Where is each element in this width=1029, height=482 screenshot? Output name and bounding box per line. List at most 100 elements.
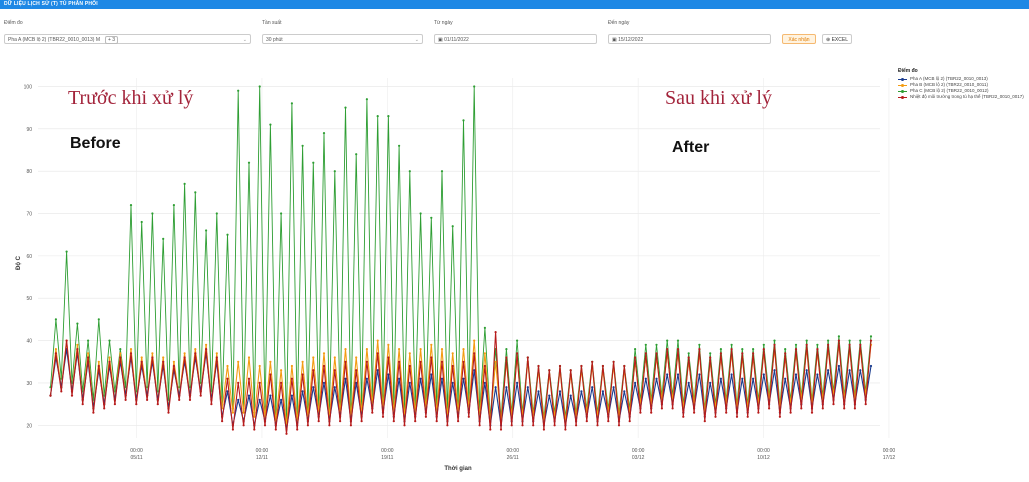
data-point xyxy=(676,348,680,351)
data-point xyxy=(719,352,723,355)
data-point xyxy=(247,161,251,164)
data-point xyxy=(510,424,513,427)
data-point xyxy=(301,390,304,393)
data-point xyxy=(832,403,835,406)
data-point xyxy=(333,356,336,359)
data-point xyxy=(451,381,454,384)
data-point xyxy=(558,390,562,393)
data-point xyxy=(365,348,368,351)
y-axis-label: Độ C xyxy=(16,255,22,270)
data-point xyxy=(569,394,572,397)
x-tick-time: 00:00 xyxy=(757,448,770,454)
data-point xyxy=(676,373,680,376)
calendar-icon: ▣ xyxy=(438,37,445,43)
data-point xyxy=(623,364,626,368)
y-tick-label: 50 xyxy=(26,296,32,302)
data-point xyxy=(344,348,347,351)
data-point xyxy=(296,428,299,431)
data-point xyxy=(301,144,304,147)
data-point xyxy=(81,403,84,406)
x-tick-time: 00:00 xyxy=(381,448,394,454)
data-point xyxy=(494,360,497,363)
data-point xyxy=(226,364,229,368)
data-point xyxy=(188,398,192,401)
data-point xyxy=(816,373,819,376)
data-point xyxy=(339,420,342,423)
legend-item[interactable]: Pha A (MCB lộ 2) (TBR22_0010_0013) xyxy=(898,76,1024,82)
data-point xyxy=(237,89,240,92)
data-point xyxy=(215,356,218,359)
data-point xyxy=(580,364,583,368)
data-point xyxy=(221,420,224,423)
to-date-label: Đến ngày xyxy=(608,20,630,26)
data-point xyxy=(752,377,755,380)
data-point xyxy=(505,348,508,351)
data-point xyxy=(564,428,567,431)
point-select[interactable]: Pha A (MCB lộ 2) (TBR22_0010_0013) M + 3… xyxy=(4,34,251,44)
legend-item[interactable]: Nhiệt độ môi trường trong tủ hạ thế (TBR… xyxy=(898,94,1024,100)
data-point xyxy=(698,348,701,351)
data-point xyxy=(87,356,90,359)
from-date-label: Từ ngày xyxy=(434,20,453,26)
data-point xyxy=(205,229,208,232)
data-point xyxy=(569,369,572,372)
point-extra-tag[interactable]: + 3 xyxy=(105,36,119,44)
data-point xyxy=(805,339,808,342)
data-point xyxy=(591,386,594,389)
x-tick-date: 03/12 xyxy=(632,455,645,461)
data-point xyxy=(280,212,283,215)
data-point xyxy=(837,339,841,342)
data-point xyxy=(816,343,819,346)
data-point xyxy=(440,348,444,351)
data-point xyxy=(408,381,411,384)
confirm-button[interactable]: Xác nhận xyxy=(782,34,816,44)
y-tick-label: 70 xyxy=(26,212,32,218)
y-tick-label: 80 xyxy=(26,169,32,175)
data-point xyxy=(269,373,272,376)
data-point xyxy=(864,403,867,406)
data-point xyxy=(537,364,540,368)
data-point xyxy=(827,369,830,372)
data-point xyxy=(794,348,798,351)
data-point xyxy=(709,356,712,359)
title-bar: DỮ LIỆU LỊCH SỬ (T) TỦ PHÂN PHỐI xyxy=(0,0,1029,9)
data-point xyxy=(537,390,540,393)
data-point xyxy=(499,428,503,431)
data-point xyxy=(355,356,358,359)
data-point xyxy=(719,377,723,380)
data-point xyxy=(172,364,175,368)
data-point xyxy=(414,420,417,423)
data-point xyxy=(97,364,100,368)
from-date-input[interactable]: ▣ 01/11/2022 xyxy=(434,34,597,44)
data-point xyxy=(553,424,556,427)
data-point xyxy=(596,424,599,427)
data-point xyxy=(494,386,497,389)
legend-item[interactable]: Pha C (MCB lộ 2) (TBR22_0010_0012) xyxy=(898,88,1024,94)
data-point xyxy=(666,373,669,376)
data-point xyxy=(183,356,186,359)
data-point xyxy=(591,360,594,363)
x-tick-date: 05/11 xyxy=(130,455,142,461)
data-point xyxy=(376,339,379,342)
chart-grid xyxy=(38,78,890,438)
data-point xyxy=(532,424,535,427)
data-point xyxy=(76,343,79,346)
data-point xyxy=(859,343,862,346)
legend-item[interactable]: Pha B (MCB lộ 2) (TBR22_0010_0011) xyxy=(898,82,1024,88)
data-point xyxy=(768,407,771,410)
data-point xyxy=(430,373,433,376)
data-point xyxy=(693,411,696,414)
data-point xyxy=(76,348,79,351)
data-point xyxy=(333,170,336,173)
data-point xyxy=(430,216,433,219)
data-point xyxy=(398,377,401,380)
freq-select[interactable]: 30 phút ⌄ xyxy=(262,34,423,44)
data-point xyxy=(735,415,739,418)
y-tick-label: 20 xyxy=(26,423,32,429)
excel-button[interactable]: ⊕ EXCEL xyxy=(822,34,852,44)
data-point xyxy=(280,369,283,372)
to-date-input[interactable]: ▣ 15/12/2022 xyxy=(608,34,771,44)
data-point xyxy=(301,373,304,376)
data-point xyxy=(408,364,411,368)
